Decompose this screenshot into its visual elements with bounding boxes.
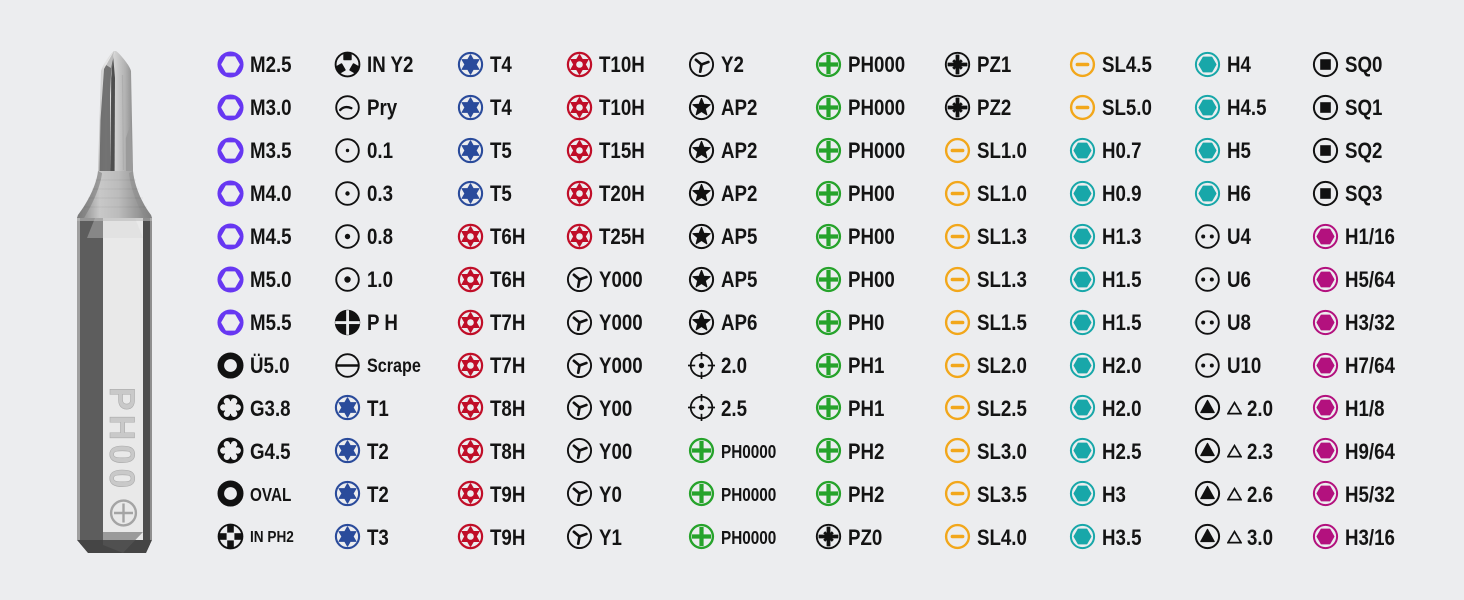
svg-text:PH00: PH00: [102, 387, 141, 493]
